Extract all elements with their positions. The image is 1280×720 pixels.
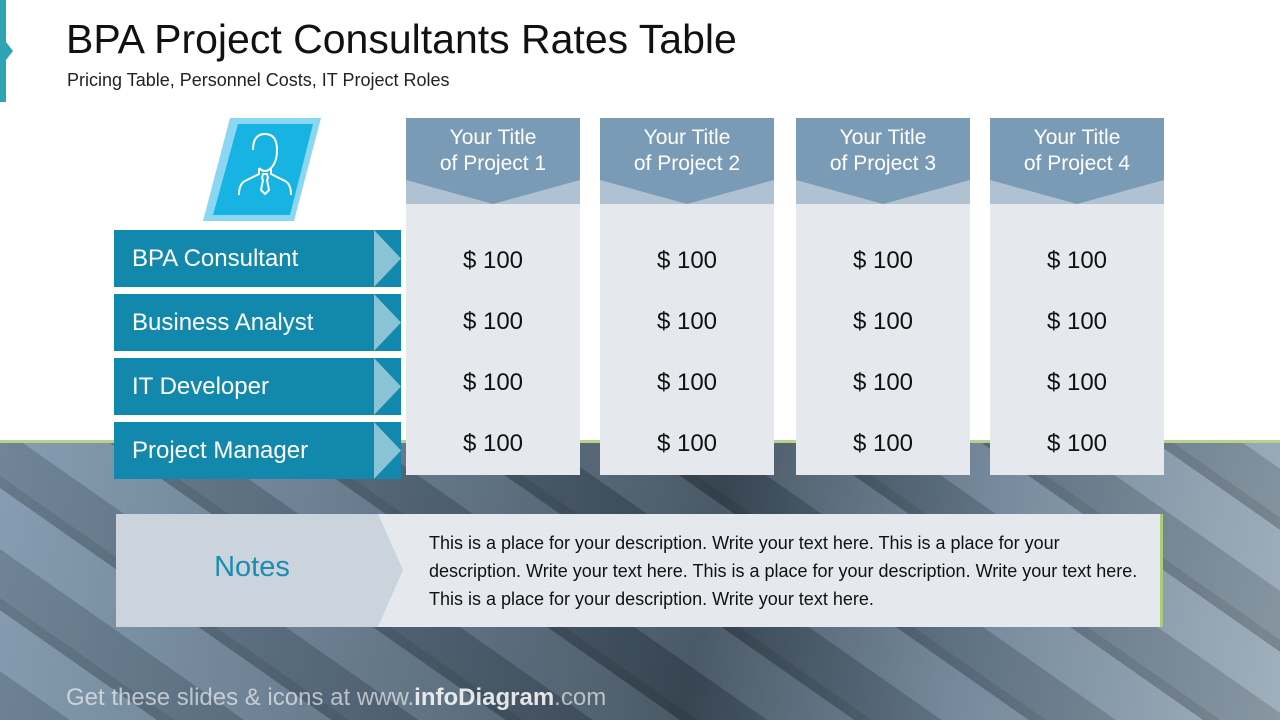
project-header: Your Title of Project 3: [796, 118, 970, 204]
project-column: Your Title of Project 3 $ 100 $ 100 $ 100 $ 1…: [796, 118, 970, 475]
footer-text: Get these slides & icons at www.infoDiag…: [66, 684, 606, 712]
rate-cell: $ 100: [656, 369, 718, 396]
rate-cell: $ 100: [656, 430, 718, 457]
rate-cell: $ 100: [1046, 369, 1108, 396]
notes-heading: Notes: [214, 551, 290, 583]
chevron-arrow: [374, 230, 401, 287]
project-title-line1: Your Title: [1033, 126, 1121, 149]
rate-cell: $ 100: [656, 308, 718, 335]
chevron-arrow: [374, 294, 401, 351]
project-title-line2: of Project 3: [829, 152, 937, 175]
role-label: Project Manager: [114, 422, 401, 479]
role-name: IT Developer: [132, 373, 269, 400]
rate-cell: $ 100: [462, 369, 524, 396]
project-title-line1: Your Title: [449, 126, 537, 149]
footer-suffix: .com: [554, 684, 607, 711]
businessman-icon: [203, 118, 321, 221]
rate-cell: $ 100: [462, 430, 524, 457]
role-label: BPA Consultant: [114, 230, 401, 287]
project-header: Your Title of Project 1: [406, 118, 580, 204]
project-title-line2: of Project 1: [439, 152, 547, 175]
project-header: Your Title of Project 4: [990, 118, 1164, 204]
notes-text: This is a place for your description. Wr…: [429, 533, 1138, 609]
project-header: Your Title of Project 2: [600, 118, 774, 204]
role-label: Business Analyst: [114, 294, 401, 351]
role-name: Business Analyst: [132, 309, 314, 336]
page-title: BPA Project Consultants Rates Table: [66, 16, 737, 62]
project-column: Your Title of Project 1 $ 100 $ 100 $ 100 $ 1…: [406, 118, 580, 475]
project-column: Your Title of Project 4 $ 100 $ 100 $ 100 $ 1…: [990, 118, 1164, 475]
rate-cell: $ 100: [852, 430, 914, 457]
chevron-arrow: [374, 358, 401, 415]
rate-cell: $ 100: [852, 308, 914, 335]
notes-panel: Notes This is a place for your descripti…: [116, 514, 1163, 627]
project-title-line1: Your Title: [643, 126, 731, 149]
role-name: BPA Consultant: [132, 245, 299, 272]
project-title-line1: Your Title: [839, 126, 927, 149]
project-title-line2: of Project 2: [633, 152, 741, 175]
rate-cell: $ 100: [656, 247, 718, 274]
footer-prefix: Get these slides & icons at www.: [66, 684, 415, 711]
rate-cell: $ 100: [852, 369, 914, 396]
accent-bar: [0, 0, 13, 102]
notes-label-box: [116, 514, 403, 627]
rate-cell: $ 100: [1046, 430, 1108, 457]
rate-cell: $ 100: [1046, 247, 1108, 274]
chevron-arrow: [374, 422, 401, 479]
page-subtitle: Pricing Table, Personnel Costs, IT Proje…: [67, 70, 450, 90]
role-name: Project Manager: [132, 437, 309, 464]
rate-cell: $ 100: [462, 308, 524, 335]
project-column: Your Title of Project 2 $ 100 $ 100 $ 100 $ 1…: [600, 118, 774, 475]
project-title-line2: of Project 4: [1023, 152, 1131, 175]
footer-brand: infoDiagram: [414, 684, 555, 711]
rate-cell: $ 100: [852, 247, 914, 274]
rate-cell: $ 100: [462, 247, 524, 274]
rate-cell: $ 100: [1046, 308, 1108, 335]
role-label: IT Developer: [114, 358, 401, 415]
